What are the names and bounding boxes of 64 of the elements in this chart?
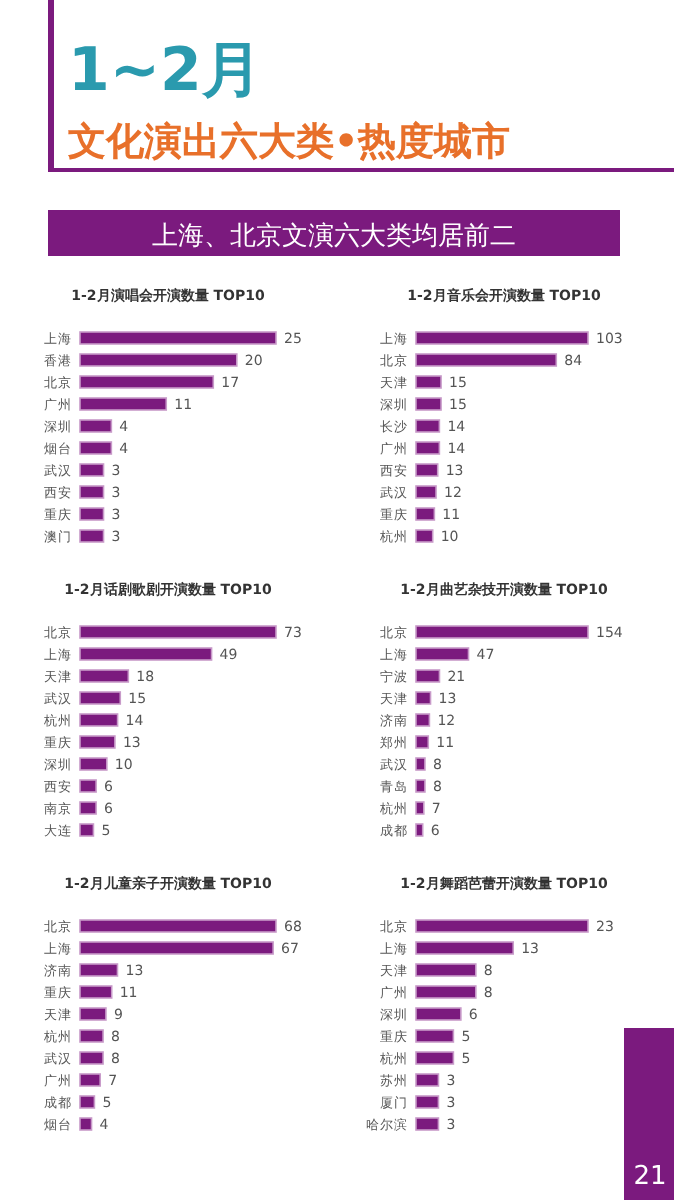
bar [415,625,589,639]
bar [415,485,437,499]
bar [79,625,277,639]
bar [79,1073,101,1087]
bar [415,919,589,933]
bar [79,647,213,661]
bar [79,397,168,411]
bar [415,757,426,771]
bar [79,1117,93,1131]
bar [415,669,441,683]
bar [79,919,277,933]
bar [79,691,122,705]
bar [79,941,274,955]
bar [79,529,105,543]
bar [415,1073,440,1087]
bar [415,713,431,727]
bar [79,985,113,999]
bar [415,985,477,999]
bar [415,823,424,837]
bar [79,1029,104,1043]
text: 1~2月 [68,36,262,106]
bar [79,419,113,433]
bar [79,757,108,771]
bar [415,691,432,705]
bar [79,779,97,793]
bar [415,331,589,345]
bar [79,463,105,477]
bar [79,353,238,367]
bar [79,1051,104,1065]
text: 上海、北京文演六大类均居前二 [152,222,516,252]
bar [415,353,558,367]
bar [415,529,434,543]
bar [79,735,116,749]
bar [79,801,97,815]
bar [415,1007,462,1021]
bar [415,963,477,977]
bar [79,713,119,727]
bar [79,441,113,455]
bar [415,735,430,749]
bar [79,1007,107,1021]
bar [415,779,426,793]
bar [79,331,277,345]
bar [79,669,130,683]
bar [415,397,442,411]
bar [415,1095,440,1109]
bar [79,485,105,499]
bar [79,375,215,389]
bar [415,1051,455,1065]
text: 文化演出六大类•热度城市 [66,120,511,164]
bar [79,1095,96,1109]
bar [415,375,442,389]
text: 21 [633,1162,667,1192]
bar [415,1117,440,1131]
bar [415,441,441,455]
bar [415,1029,455,1043]
bar [415,463,439,477]
bar [415,647,470,661]
bar [415,507,436,521]
bar [79,507,105,521]
bar [415,941,515,955]
bar [79,963,119,977]
bar [415,801,425,815]
bar [415,419,441,433]
bar [79,823,95,837]
